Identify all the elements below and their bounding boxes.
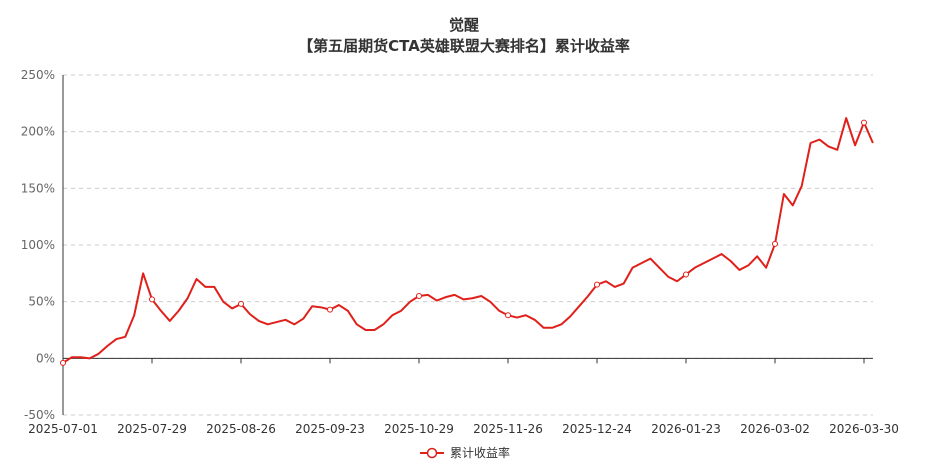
point-marker: [149, 296, 155, 303]
x-tick-label: 2025-07-01: [28, 422, 98, 436]
point-marker: [772, 240, 778, 247]
point-marker: [238, 300, 244, 307]
y-tick-label: 200%: [21, 125, 55, 139]
legend-marker: [426, 447, 438, 459]
point-marker: [416, 293, 422, 299]
x-tick-label: 2026-03-02: [740, 422, 810, 436]
point-marker: [594, 281, 600, 288]
point-marker: [327, 306, 333, 313]
y-tick-label: 250%: [21, 68, 55, 82]
x-tick-label: 2026-03-30: [829, 422, 899, 436]
legend-label: 累计收益率: [450, 445, 510, 460]
y-tick-label: 50%: [28, 295, 55, 309]
x-tick-label: 2025-07-29: [117, 422, 187, 436]
y-tick-label: 100%: [21, 238, 55, 252]
x-tick-label: 2025-10-29: [384, 422, 454, 436]
point-marker: [861, 119, 867, 126]
point-marker: [505, 312, 511, 319]
y-tick-label: -50%: [24, 408, 55, 422]
page-title: 觉醒: [449, 16, 479, 34]
x-tick-label: 2026-01-23: [651, 422, 721, 436]
x-tick-label: 2025-08-26: [206, 422, 276, 436]
x-tick-label: 2025-12-24: [562, 422, 632, 436]
y-tick-label: 150%: [21, 181, 55, 195]
x-tick-label: 2025-11-26: [473, 422, 543, 436]
point-marker: [683, 271, 689, 278]
x-tick-label: 2025-09-23: [295, 422, 365, 436]
point-marker: [60, 359, 66, 366]
chart-title: 【第五届期货CTA英雄联盟大赛排名】累计收益率: [298, 37, 630, 55]
y-tick-label: 0%: [36, 351, 55, 365]
series-line: [62, 117, 874, 364]
